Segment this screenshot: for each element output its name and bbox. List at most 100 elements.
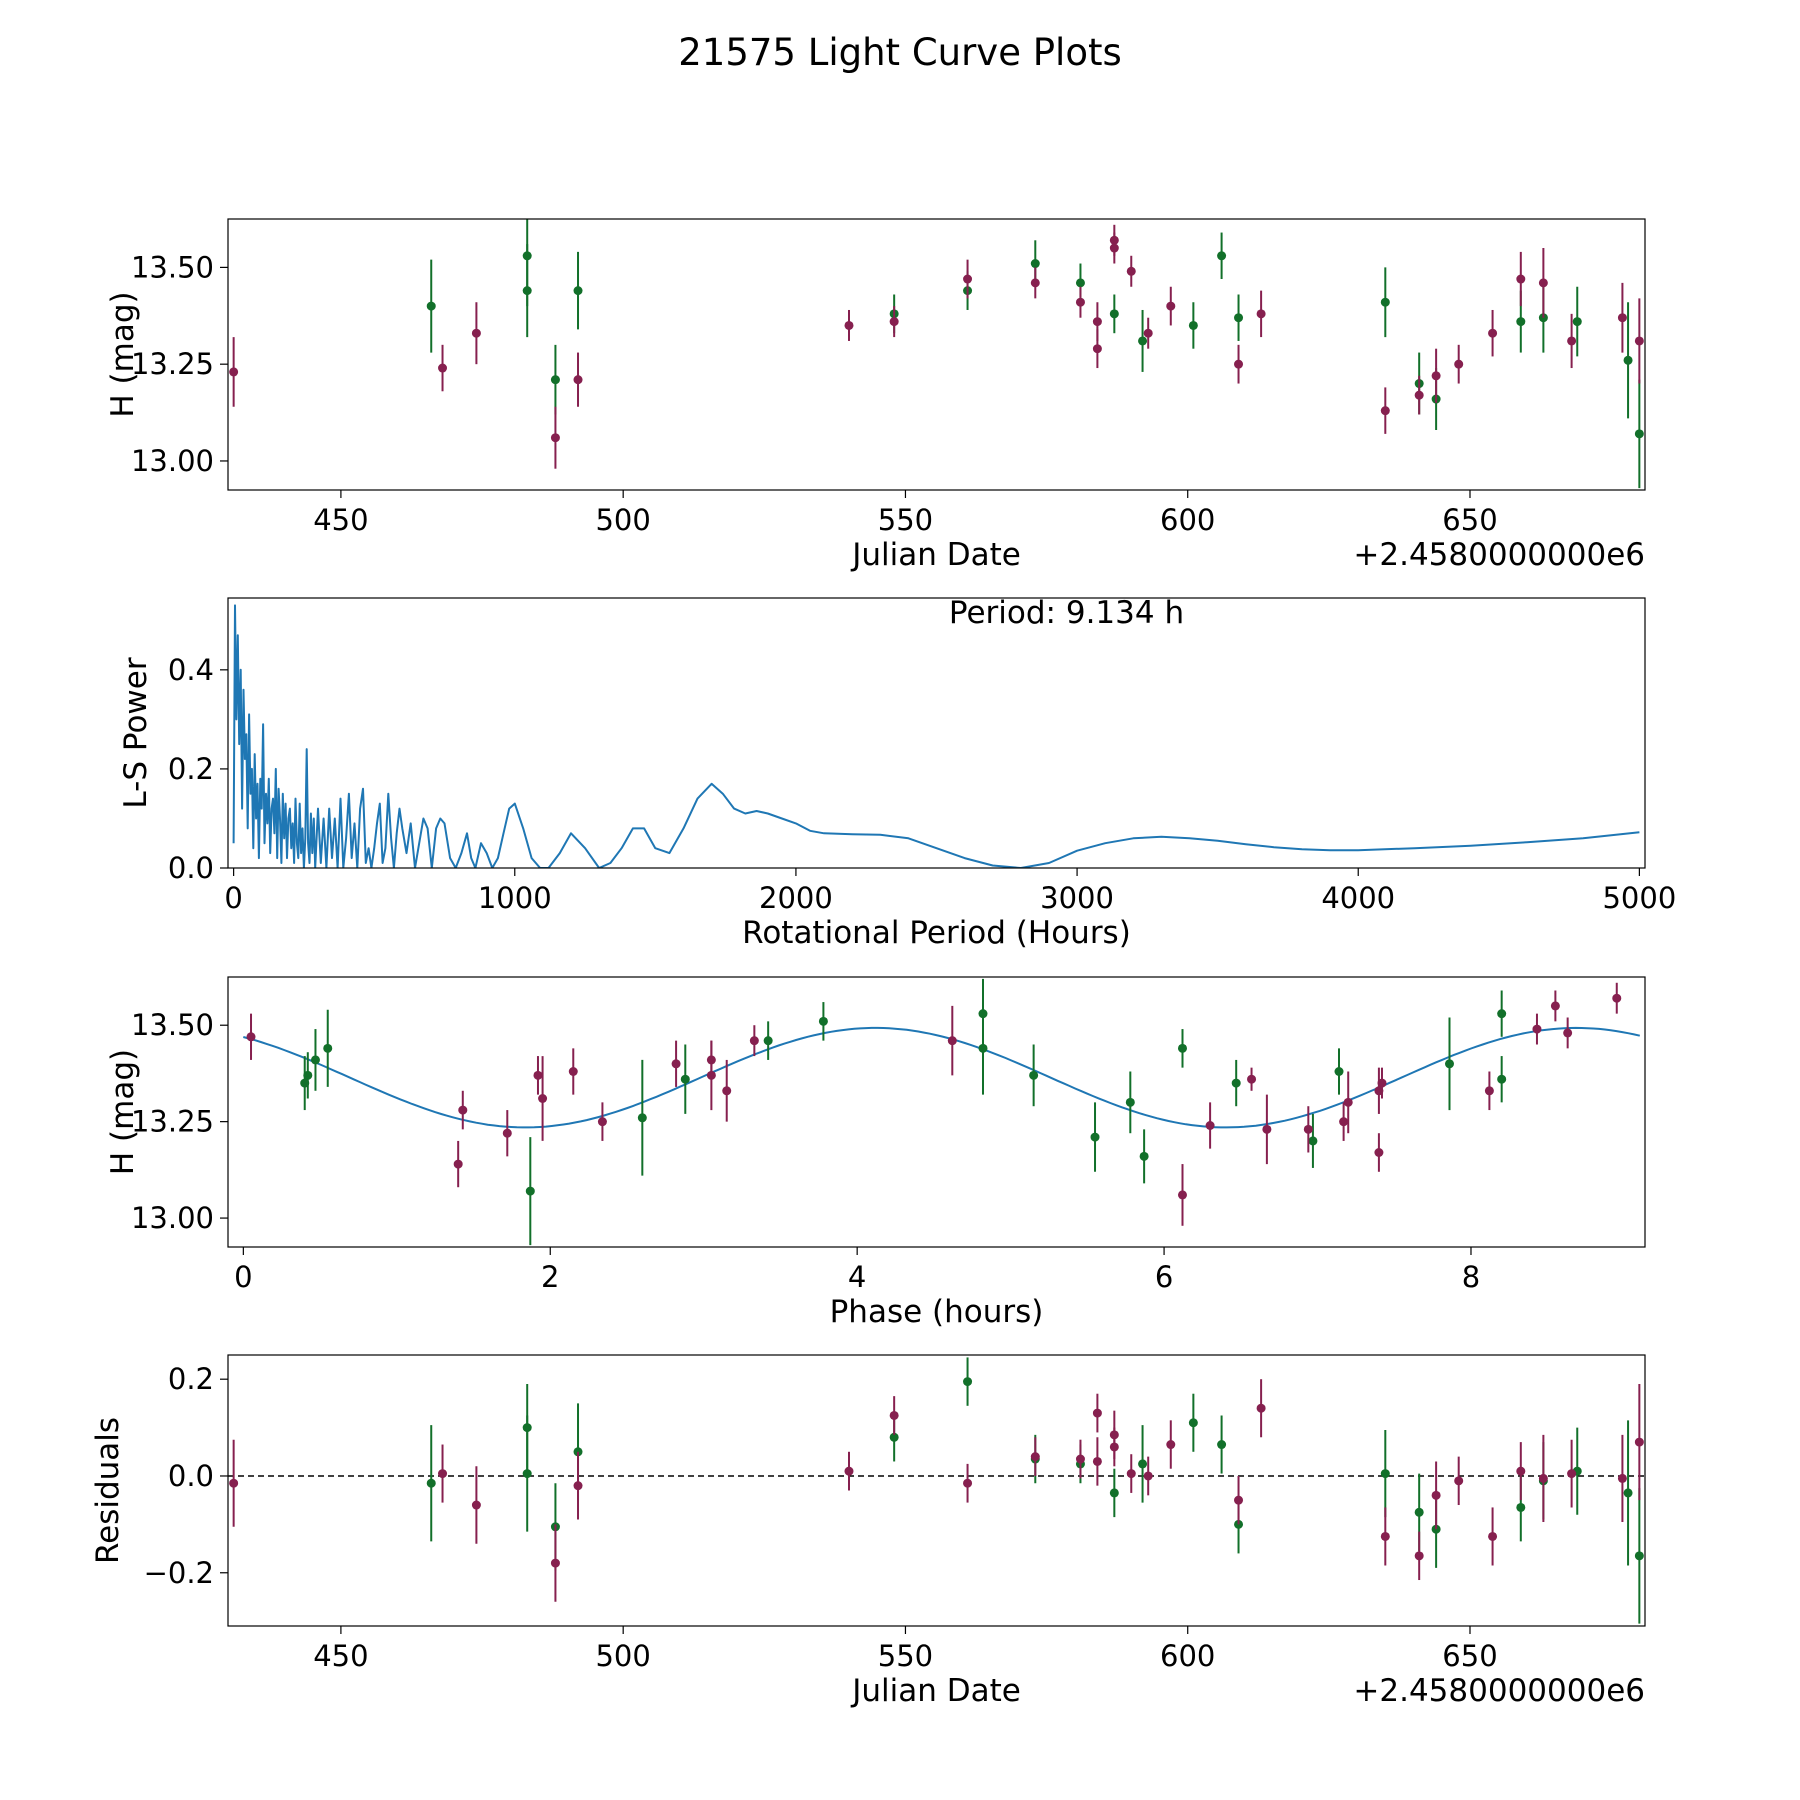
data-point [1188, 320, 1198, 330]
x-axis-label: Julian Date [850, 1673, 1021, 1709]
data-point [1431, 371, 1441, 381]
x-tick-label: 650 [1442, 503, 1497, 537]
x-axis-label: Phase (hours) [830, 1294, 1044, 1330]
x-offset-text: +2.4580000000e6 [1353, 1673, 1645, 1709]
x-tick-label: 6 [1155, 1260, 1173, 1294]
y-axis-label: H (mag) [105, 1049, 141, 1175]
data-point [1092, 1456, 1102, 1466]
data-point [525, 1186, 535, 1196]
data-point [963, 1377, 973, 1387]
data-point [1488, 1531, 1498, 1541]
data-point [1617, 313, 1627, 323]
data-point [1538, 278, 1548, 288]
data-point [1247, 1074, 1257, 1084]
data-point [1234, 359, 1244, 369]
data-point [1634, 336, 1644, 346]
data-point [502, 1128, 512, 1138]
panel-phased: 0 2 4 6 8 13.00 13.25 13.50 Phase (hours) H (mag) [105, 976, 1646, 1330]
y-tick-label: 13.25 [131, 347, 214, 381]
data-point [889, 317, 899, 327]
data-point [1303, 1124, 1313, 1134]
data-point [1532, 1024, 1542, 1034]
data-point [1567, 1469, 1577, 1479]
x-tick-label: 0 [234, 1260, 252, 1294]
plot-area-residuals [228, 1357, 1645, 1624]
data-point [1516, 317, 1526, 327]
y-tick-label: 13.00 [131, 444, 214, 478]
data-point [763, 1036, 773, 1046]
data-point [1125, 1097, 1135, 1107]
data-point [1444, 1059, 1454, 1069]
data-point [1030, 278, 1040, 288]
data-point [1380, 1531, 1390, 1541]
data-point [550, 433, 560, 443]
plot-area-periodogram [232, 604, 1640, 868]
data-point [889, 1432, 899, 1442]
data-point [310, 1055, 320, 1065]
plot-area-phased [243, 978, 1641, 1246]
data-point [1634, 1551, 1644, 1561]
y-tick-label: 0.2 [168, 1362, 214, 1396]
y-tick-label: 13.00 [131, 1201, 214, 1235]
data-point [637, 1113, 647, 1123]
x-tick-label: 550 [878, 503, 933, 537]
x-tick-label: 500 [595, 1639, 650, 1673]
series-filter-purple [246, 982, 1622, 1226]
x-offset-text: +2.4580000000e6 [1353, 537, 1645, 573]
data-point [1488, 328, 1498, 338]
data-point [1634, 1437, 1644, 1447]
data-point [1231, 1078, 1241, 1088]
y-tick-label: 13.50 [131, 1008, 214, 1042]
panels: 450 500 550 6 0 0 650 13.00 13.25 13.50 Julian Dat… [90, 218, 1676, 1709]
data-point [1109, 309, 1119, 319]
data-point [229, 1478, 239, 1488]
data-point [1308, 1136, 1318, 1146]
data-point [1109, 1442, 1119, 1452]
data-point [458, 1105, 468, 1115]
data-point [1634, 429, 1644, 439]
y-axis-label: Residuals [90, 1417, 126, 1564]
x-axis-label: Rotational Period (Hours) [742, 915, 1131, 951]
data-point [1256, 309, 1266, 319]
axes-frame [227, 218, 1646, 491]
x-tick-label: 0 [224, 881, 242, 915]
data-point [1516, 274, 1526, 284]
x-tick-label: 4 [848, 1260, 866, 1294]
data-point [1217, 251, 1227, 261]
y-tick-label: 0.4 [168, 653, 214, 687]
x-tick-label: 3000 [1040, 881, 1114, 915]
data-point [1234, 1495, 1244, 1505]
x-tick-label: 5000 [1602, 881, 1676, 915]
data-point [1234, 313, 1244, 323]
data-point [844, 1466, 854, 1476]
data-point [1138, 336, 1148, 346]
data-point [471, 328, 481, 338]
data-point [1177, 1190, 1187, 1200]
data-point [1380, 406, 1390, 416]
data-point [1538, 1473, 1548, 1483]
data-point [1030, 259, 1040, 269]
data-point [1262, 1124, 1272, 1134]
data-point [246, 1032, 256, 1042]
data-point [1339, 1117, 1349, 1127]
data-point [1166, 1440, 1176, 1450]
data-point [1188, 1418, 1198, 1428]
data-point [1623, 355, 1633, 365]
data-point [1377, 1078, 1387, 1088]
data-point [1177, 1043, 1187, 1053]
y-tick-label: 13.50 [131, 250, 214, 284]
data-point [323, 1043, 333, 1053]
figure-title: 21575 Light Curve Plots [678, 31, 1122, 74]
data-point [1497, 1074, 1507, 1084]
data-point [1431, 1490, 1441, 1500]
data-point [1334, 1067, 1344, 1076]
data-point [573, 286, 583, 296]
data-point [538, 1094, 548, 1103]
x-tick-label: 450 [313, 1639, 368, 1673]
data-point [1075, 297, 1085, 307]
data-point [471, 1500, 481, 1510]
x-tick-label: 500 [595, 503, 650, 537]
y-tick-label: 0.2 [168, 752, 214, 786]
